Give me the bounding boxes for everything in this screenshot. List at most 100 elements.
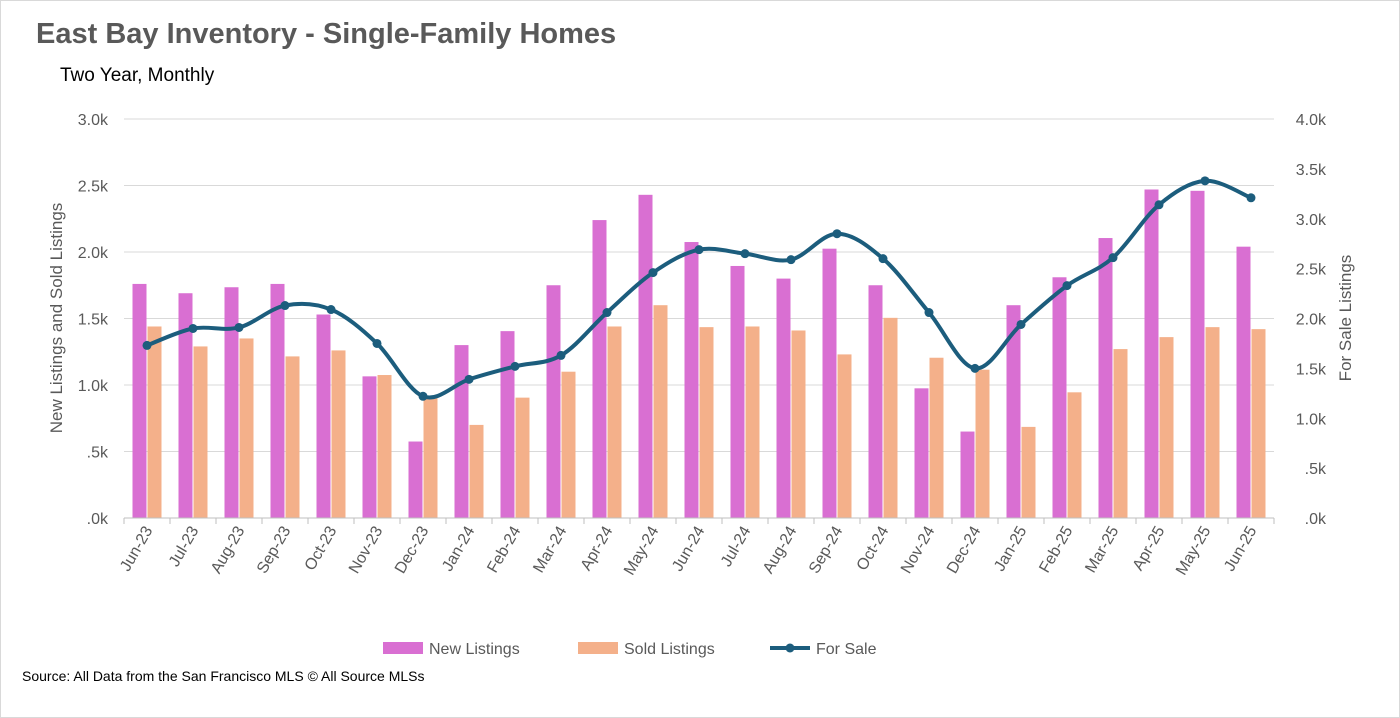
legend-swatch (578, 642, 618, 654)
legend-label: For Sale (816, 641, 877, 658)
x-tick-label: Aug-24 (760, 523, 801, 576)
for-sale-point (832, 229, 842, 239)
x-tick-label: Jun-25 (1221, 523, 1260, 574)
x-tick-label: Jun-24 (669, 523, 708, 574)
sold-listings-bar (929, 357, 944, 518)
sold-listings-bar (515, 397, 530, 518)
x-tick-label: Jul-23 (166, 523, 203, 569)
sold-listings-bar (331, 350, 346, 518)
for-sale-point (786, 255, 796, 265)
y-tick-label: .5k (87, 445, 109, 462)
new-listings-bar (546, 285, 561, 518)
sold-listings-bar (377, 375, 392, 518)
new-listings-bar (316, 314, 331, 518)
for-sale-point (970, 363, 980, 373)
for-sale-point (556, 350, 566, 360)
x-tick-label: Feb-24 (484, 523, 524, 575)
y-tick-label: 1.5k (78, 312, 109, 329)
legend-new-listings: New Listings (383, 641, 520, 658)
x-tick-label: May-24 (621, 523, 662, 578)
for-sale-point (1200, 176, 1210, 186)
x-tick-label: Mar-24 (530, 523, 570, 575)
x-tick-label: Nov-23 (346, 523, 387, 576)
y2-tick-label: 2.5k (1296, 262, 1327, 279)
y2-axis-label: For Sale Listings (1336, 255, 1355, 382)
new-listings-bar (454, 345, 469, 518)
source-note: Source: All Data from the San Francisco … (22, 668, 425, 684)
new-listings-bar (960, 431, 975, 518)
for-sale-point (1016, 319, 1026, 329)
new-listings-bar (1052, 277, 1067, 518)
for-sale-point (1062, 281, 1072, 291)
for-sale-point (878, 254, 888, 264)
sold-listings-bar (699, 327, 714, 518)
sold-listings-bar (791, 330, 806, 518)
new-listings-bar (684, 242, 699, 518)
new-listings-bar (132, 283, 147, 518)
new-listings-bar (822, 248, 837, 519)
new-listings-bar (408, 441, 423, 518)
for-sale-point (1246, 193, 1256, 203)
legend: New Listings Sold Listings For Sale (383, 641, 877, 658)
sold-listings-bar (1159, 337, 1174, 518)
for-sale-point (1108, 253, 1118, 263)
new-listings-bar (638, 194, 653, 518)
y-tick-label: .0k (87, 511, 109, 528)
y2-tick-label: 3.5k (1296, 162, 1327, 179)
x-tick-label: Dec-23 (392, 523, 433, 576)
for-sale-point (142, 340, 152, 350)
for-sale-series-line (146, 178, 1252, 400)
for-sale-point (694, 245, 704, 255)
y2-tick-label: 2.0k (1296, 312, 1327, 329)
for-sale-point (1154, 200, 1164, 210)
legend-label: New Listings (429, 641, 520, 658)
new-listings-bar (1006, 305, 1021, 518)
sold-listings-bar (883, 317, 898, 518)
for-sale-point (510, 361, 520, 371)
y2-tick-label: 1.5k (1296, 361, 1327, 378)
for-sale-point (280, 301, 290, 311)
legend-sold-listings: Sold Listings (578, 641, 715, 658)
sold-listings-bar (607, 326, 622, 518)
sold-listings-bar (745, 326, 760, 518)
y2-tick-label: 1.0k (1296, 411, 1327, 428)
y-tick-label: 2.0k (78, 245, 109, 262)
y2-tick-label: .0k (1305, 511, 1327, 528)
x-tick-label: Apr-24 (578, 523, 617, 573)
x-tick-label: Jan-25 (991, 523, 1030, 574)
x-tick-label: May-25 (1173, 523, 1214, 578)
y2-tick-label: 4.0k (1296, 112, 1327, 129)
sold-listings-bar (653, 305, 668, 518)
y-tick-label: 1.0k (78, 378, 109, 395)
new-listings-bar (1190, 190, 1205, 518)
for-sale-line (142, 176, 1256, 401)
new-listings-bar (224, 287, 239, 518)
y2-tick-label: 3.0k (1296, 212, 1327, 229)
new-listings-bar (1144, 189, 1159, 519)
x-tick-label: Jul-24 (718, 523, 755, 569)
chart-subtitle: Two Year, Monthly (60, 65, 215, 86)
sold-listings-bar (1251, 329, 1266, 518)
x-tick-label: Apr-25 (1130, 523, 1169, 573)
sold-listings-bar (1067, 392, 1082, 518)
legend-swatch-marker (785, 643, 795, 653)
x-tick-label: Jun-23 (117, 523, 156, 574)
new-listings-bar (592, 220, 607, 518)
bars (132, 189, 1266, 519)
x-tick-label: Dec-24 (944, 523, 985, 576)
x-tick-label: Feb-25 (1036, 523, 1076, 575)
new-listings-bar (730, 265, 745, 518)
x-tick-label: Jan-24 (439, 523, 478, 574)
legend-label: Sold Listings (624, 641, 715, 658)
new-listings-bar (868, 285, 883, 518)
y2-tick-label: .5k (1305, 461, 1327, 478)
new-listings-bar (178, 293, 193, 518)
for-sale-point (740, 249, 750, 259)
x-tick-label: Mar-25 (1082, 523, 1122, 575)
y-tick-label: 3.0k (78, 112, 109, 129)
new-listings-bar (362, 376, 377, 518)
sold-listings-bar (239, 338, 254, 518)
for-sale-point (372, 338, 382, 348)
for-sale-point (234, 322, 244, 332)
